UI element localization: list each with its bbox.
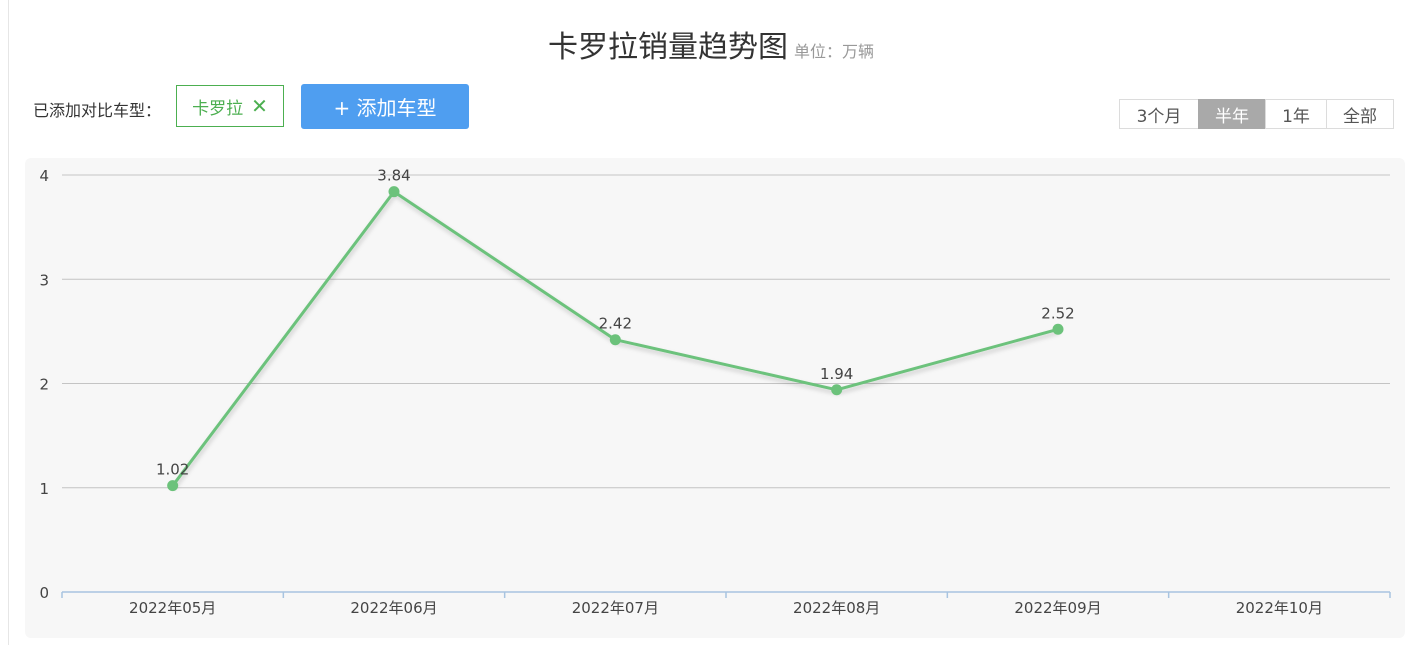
data-point	[831, 384, 843, 396]
chart-panel: 0 1 2 3 4 2022年05月 2022年06月 2022年07月 2022年08月 202…	[25, 158, 1405, 638]
compare-label: 已添加对比车型：	[33, 101, 162, 120]
sales-trend-chart: 0 1 2 3 4 2022年05月 2022年06月 2022年07月 2022年08月 202…	[39, 167, 1391, 617]
add-model-button[interactable]: + 添加车型	[301, 84, 469, 129]
y-tick-label: 0	[39, 584, 49, 602]
chart-header: 卡罗拉销量趋势图 单位：万辆	[0, 22, 1422, 66]
data-label: 2.52	[1041, 304, 1074, 322]
range-option-half-year[interactable]: 半年	[1198, 99, 1266, 129]
compare-tag-label: 卡罗拉	[192, 98, 244, 119]
time-range-selector: 3个月 半年 1年 全部	[1119, 99, 1394, 129]
y-tick-label: 2	[39, 376, 49, 394]
unit-label: 单位：万辆	[793, 42, 874, 61]
range-option-3-months[interactable]: 3个月	[1119, 99, 1199, 129]
x-tick-label: 2022年09月	[1014, 599, 1101, 617]
data-point	[609, 334, 621, 346]
y-tick-label: 1	[39, 480, 49, 498]
data-label: 3.84	[377, 167, 410, 185]
x-tick-label: 2022年07月	[572, 599, 659, 617]
x-tick-label: 2022年05月	[129, 599, 216, 617]
range-option-1-year[interactable]: 1年	[1265, 99, 1327, 129]
y-tick-label: 4	[39, 167, 49, 185]
page-left-border	[8, 0, 9, 645]
page-title: 卡罗拉销量趋势图	[547, 30, 788, 65]
x-tick-label: 2022年06月	[350, 599, 437, 617]
data-label: 1.02	[156, 461, 189, 479]
data-point	[167, 480, 179, 492]
compare-tag-corolla[interactable]: 卡罗拉 ✕	[176, 85, 284, 127]
range-option-all[interactable]: 全部	[1326, 99, 1394, 129]
y-tick-label: 3	[39, 271, 49, 289]
x-tick-label: 2022年10月	[1236, 599, 1323, 617]
data-label: 2.42	[599, 315, 632, 333]
x-tick-label: 2022年08月	[793, 599, 880, 617]
close-icon[interactable]: ✕	[251, 94, 268, 118]
data-label: 1.94	[820, 365, 853, 383]
data-point	[388, 186, 400, 198]
data-point	[1052, 323, 1064, 335]
